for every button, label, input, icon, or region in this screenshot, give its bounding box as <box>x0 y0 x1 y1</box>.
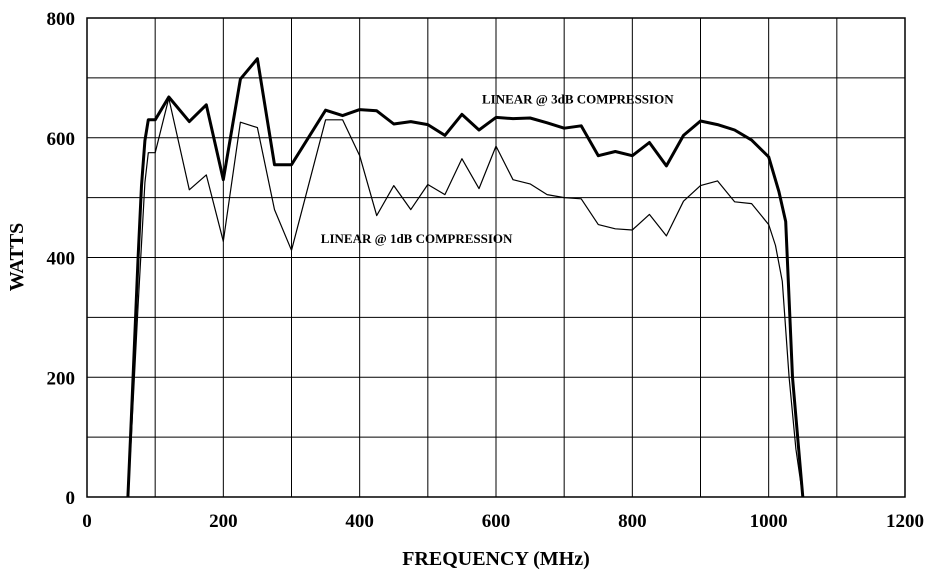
x-tick-label: 0 <box>82 511 92 532</box>
x-tick-label: 800 <box>618 511 647 532</box>
x-tick-label: 1000 <box>750 511 788 532</box>
y-axis-title: WATTS <box>6 223 28 292</box>
series-annotation: LINEAR @ 1dB COMPRESSION <box>321 231 513 246</box>
y-tick-label: 800 <box>47 9 76 30</box>
series-layer <box>126 57 805 498</box>
tick-labels: 0 200 400 600 800 1000 1200 0 200 400 600 800 <box>47 9 925 532</box>
y-tick-label: 600 <box>47 129 76 150</box>
x-tick-label: 200 <box>209 511 238 532</box>
x-axis-title: FREQUENCY (MHz) <box>402 548 590 570</box>
x-tick-label: 600 <box>482 511 511 532</box>
series-line-3db-compression <box>126 57 805 498</box>
x-tick-label: 400 <box>345 511 374 532</box>
annotations: LINEAR @ 3dB COMPRESSION LINEAR @ 1dB COM… <box>321 92 674 247</box>
plot-frame <box>86 17 906 498</box>
x-tick-label: 1200 <box>886 511 924 532</box>
series-line-1db-compression <box>127 97 804 498</box>
y-tick-label: 0 <box>66 488 76 509</box>
series-annotation: LINEAR @ 3dB COMPRESSION <box>482 92 674 107</box>
y-tick-label: 200 <box>47 368 76 389</box>
grid <box>86 17 906 498</box>
y-tick-label: 400 <box>47 249 76 270</box>
